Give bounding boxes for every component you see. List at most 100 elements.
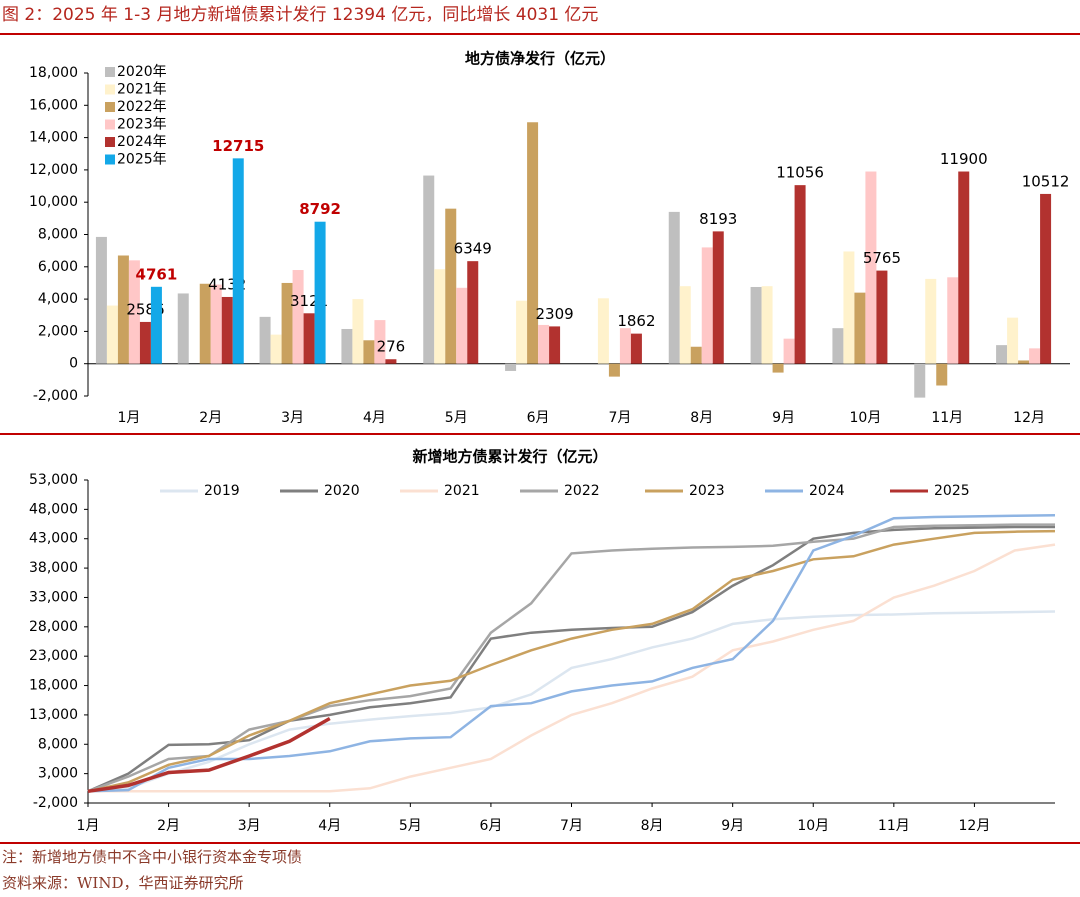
bar: [947, 277, 959, 364]
bar: [832, 328, 844, 364]
y-tick-label: 16,000: [29, 97, 78, 113]
x-tick-label: 10月: [797, 818, 829, 834]
data-label: 276: [377, 338, 406, 356]
bar: [865, 171, 877, 364]
bar: [456, 287, 468, 364]
y-tick-label: 38,000: [29, 560, 78, 576]
data-label: 2309: [535, 305, 573, 323]
bar: [117, 255, 129, 364]
y-tick-label: 8,000: [38, 736, 78, 752]
legend-label: 2021年: [117, 82, 167, 98]
legend-label: 2021: [444, 483, 480, 499]
legend-label: 2022: [564, 483, 600, 499]
legend-label: 2024: [809, 483, 845, 499]
bar: [549, 326, 561, 364]
x-tick-label: 4月: [318, 818, 341, 834]
bar: [210, 284, 222, 364]
y-tick-label: 12,000: [29, 162, 78, 178]
x-tick-label: 8月: [641, 818, 664, 834]
bar: [630, 333, 642, 364]
legend-label: 2025: [934, 483, 970, 499]
legend-label: 2019: [204, 483, 240, 499]
bar: [1018, 360, 1030, 364]
bar: [516, 300, 528, 364]
legend-swatch: [105, 102, 115, 112]
x-tick-label: 3月: [238, 818, 261, 834]
x-tick-label: 12月: [959, 818, 991, 834]
legend-swatch: [105, 154, 115, 165]
legend-label: 2022年: [117, 99, 167, 115]
bar: [106, 305, 118, 364]
data-label: 8193: [699, 210, 737, 228]
line: [87, 529, 1056, 793]
legend-label: 2025年: [117, 152, 167, 168]
bar: [794, 185, 806, 364]
legend-label: 2020年: [117, 64, 167, 80]
y-tick-label: -2,000: [33, 388, 78, 404]
y-tick-label: 2,000: [38, 323, 78, 339]
data-label: 8792: [299, 200, 341, 218]
y-tick-label: 0: [69, 356, 78, 372]
bar: [668, 211, 680, 364]
data-label: 5765: [863, 249, 901, 267]
bar: [712, 231, 724, 364]
y-tick-label: 6,000: [38, 259, 78, 275]
bar: [95, 236, 107, 364]
x-tick-label: 12月: [1013, 410, 1045, 426]
legend-label: 2024年: [117, 134, 167, 150]
bar: [139, 321, 151, 364]
bar: [199, 283, 211, 364]
bar: [1040, 193, 1052, 364]
source: 资料来源：WIND，华西证券研究所: [2, 874, 244, 892]
y-tick-label: 28,000: [29, 619, 78, 635]
y-tick-label: 18,000: [29, 65, 78, 81]
y-tick-label: 14,000: [29, 130, 78, 146]
bar: [341, 328, 353, 364]
bar: [259, 316, 271, 364]
chart-title: 新增地方债累计发行（亿元）: [412, 448, 607, 466]
bar: [434, 269, 446, 364]
chart-title: 地方债净发行（亿元）: [465, 50, 615, 68]
x-tick-label: 6月: [479, 818, 502, 834]
data-label: 1862: [617, 312, 655, 330]
bar: [772, 363, 784, 373]
bar: [701, 247, 713, 364]
y-tick-label: 10,000: [29, 194, 78, 210]
y-tick-label: 13,000: [29, 707, 78, 723]
x-tick-label: 5月: [399, 818, 422, 834]
bar: [363, 340, 375, 364]
x-tick-label: 9月: [721, 818, 744, 834]
data-label: 11900: [940, 150, 988, 168]
bar: [750, 286, 762, 364]
legend-swatch: [105, 67, 115, 77]
line: [87, 513, 1056, 793]
x-tick-label: 6月: [527, 410, 550, 426]
legend-label: 2023: [689, 483, 725, 499]
bar: [352, 299, 364, 364]
line: [87, 525, 1055, 793]
line: [87, 523, 1055, 793]
x-tick-label: 5月: [445, 410, 468, 426]
y-tick-label: 18,000: [29, 678, 78, 694]
data-label: 4761: [136, 265, 178, 283]
bar: [925, 278, 937, 364]
y-tick-label: 8,000: [38, 227, 78, 243]
bar: [281, 282, 293, 364]
legend-swatch: [105, 84, 115, 95]
x-tick-label: 4月: [363, 410, 386, 426]
legend-swatch: [105, 119, 115, 130]
bar: [270, 334, 282, 364]
bar: [619, 328, 631, 364]
x-tick-label: 2月: [157, 818, 180, 834]
bar: [221, 296, 233, 364]
legend-label: 2023年: [117, 117, 167, 133]
legend-swatch: [105, 137, 115, 147]
x-tick-label: 1月: [77, 818, 100, 834]
data-label: 12715: [212, 137, 264, 155]
bar: [150, 286, 162, 364]
bar: [538, 324, 550, 364]
data-label: 10512: [1022, 172, 1070, 190]
y-tick-label: 48,000: [29, 501, 78, 517]
bar: [854, 292, 866, 364]
